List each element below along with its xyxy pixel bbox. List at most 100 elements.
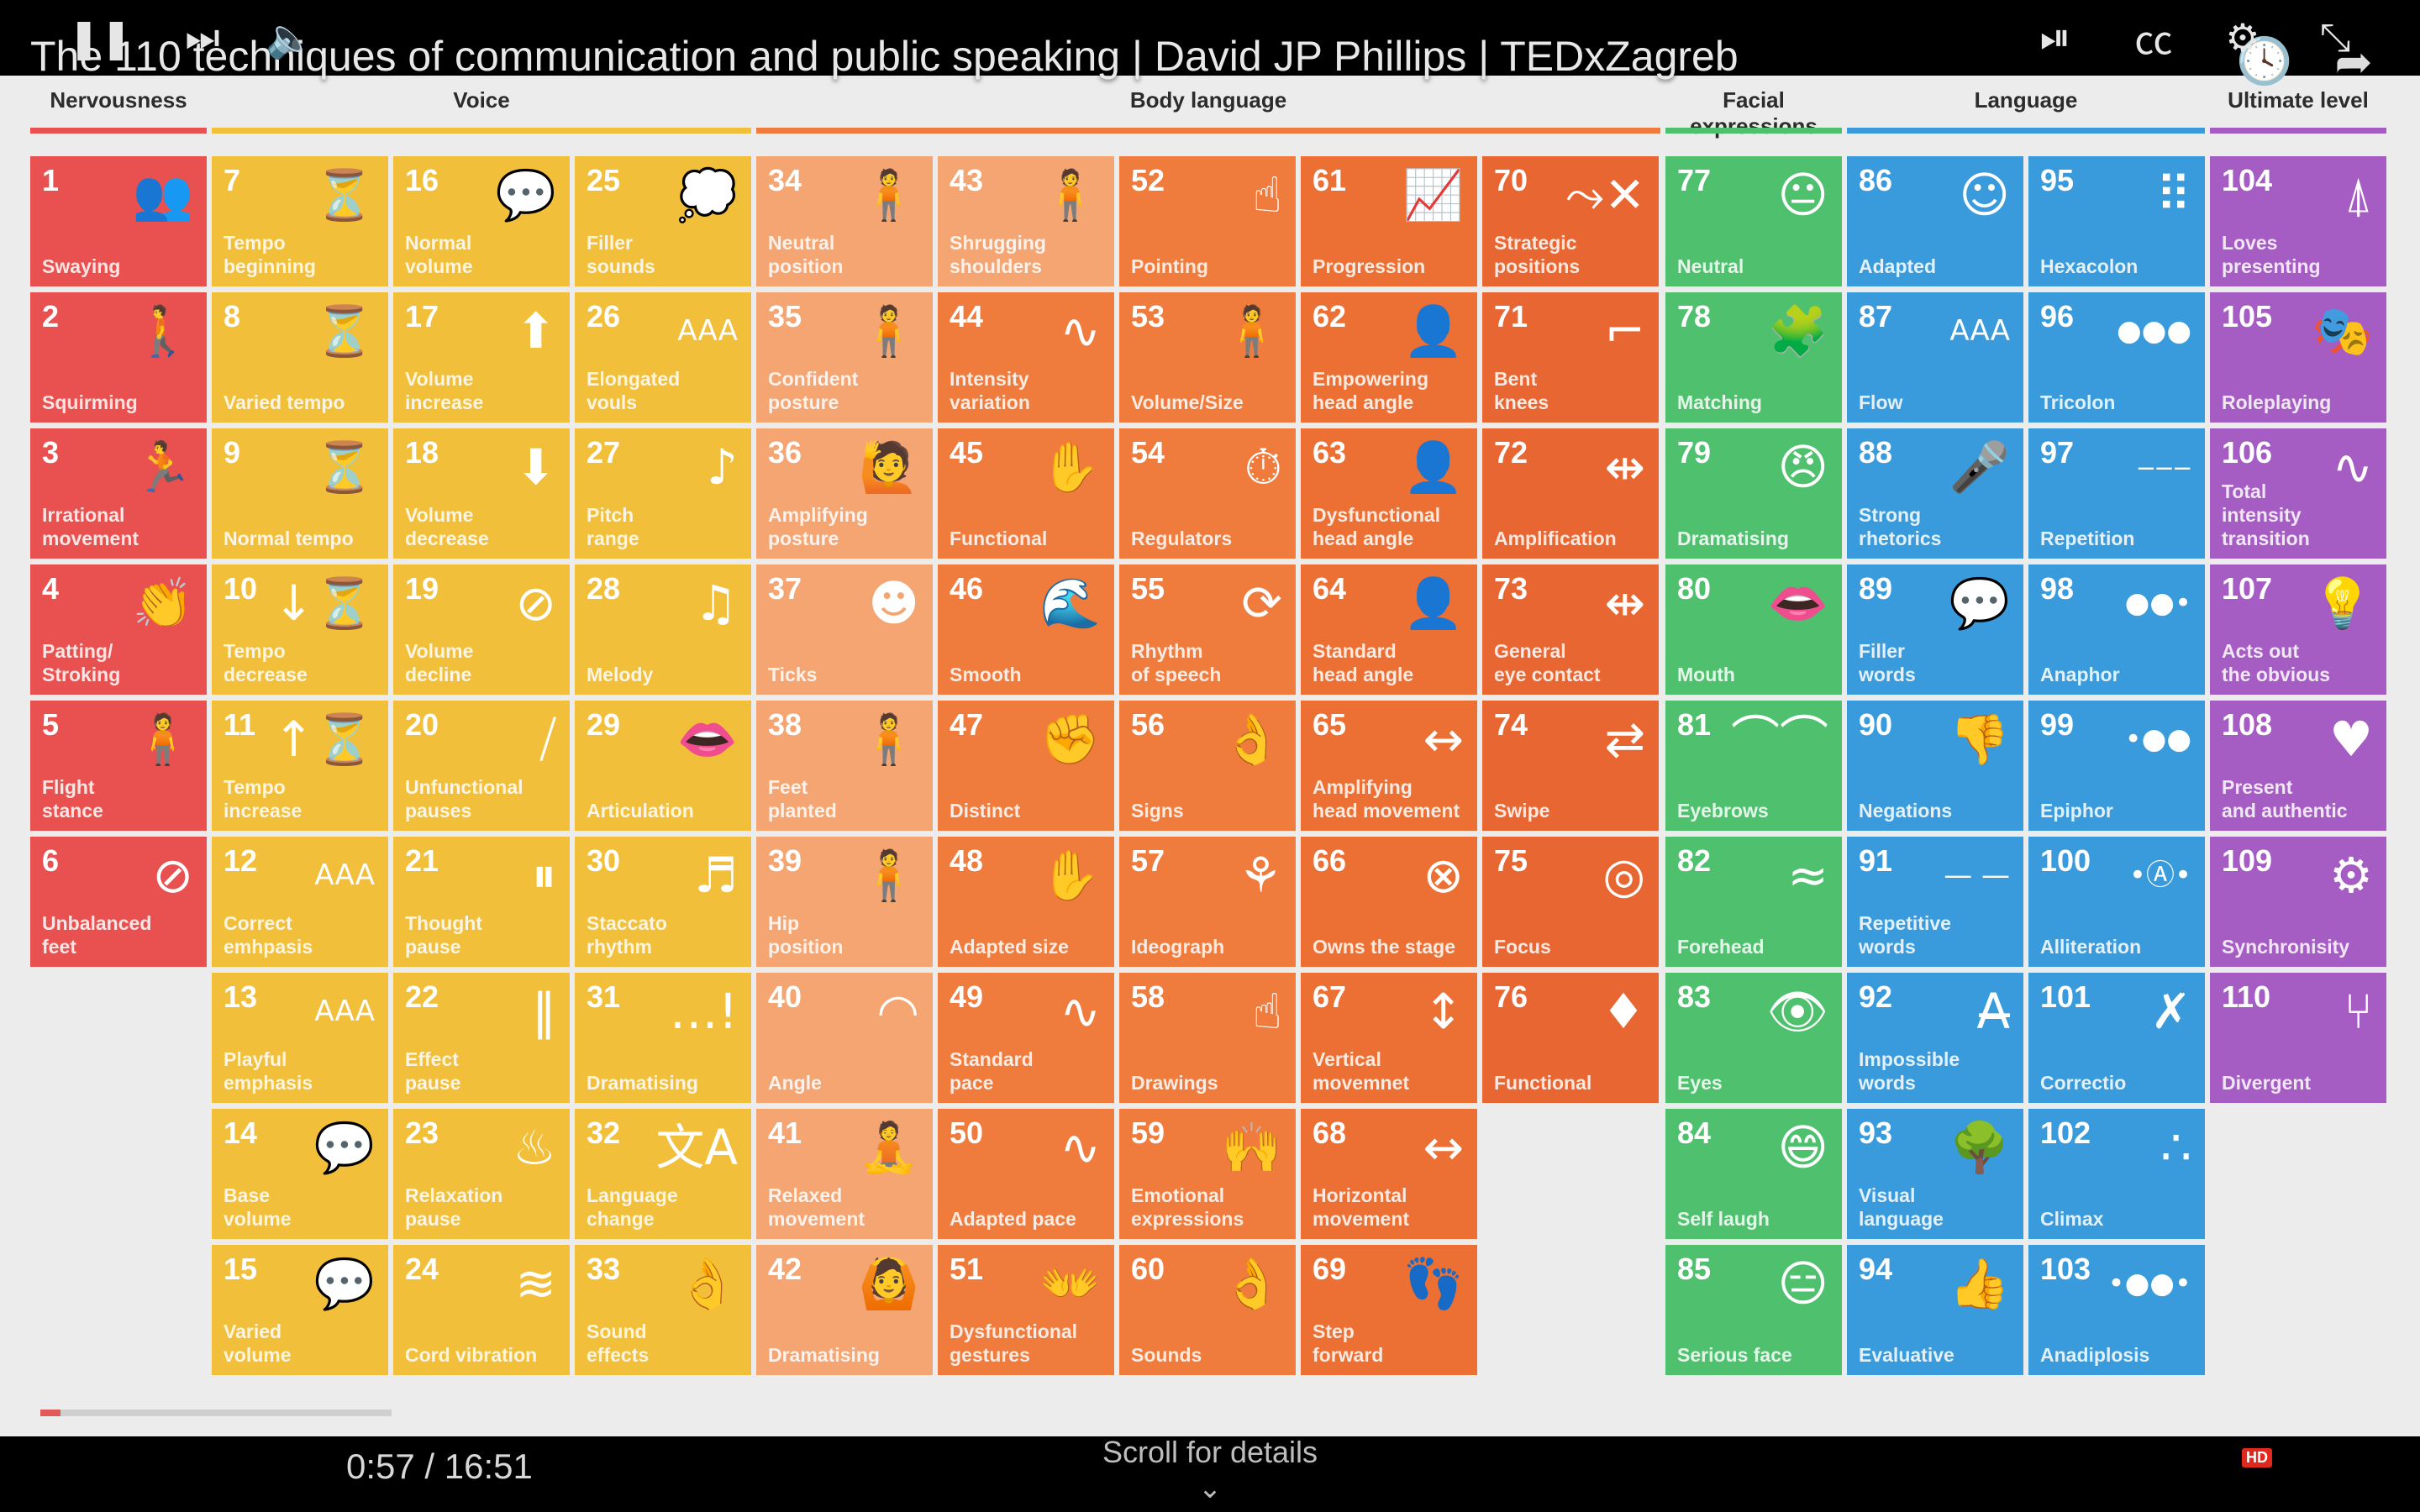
moving-person-icon: 🏃: [132, 438, 193, 496]
technique-number: 74: [1494, 707, 1528, 742]
technique-tile: 109 ⚙ Synchronisity: [2210, 837, 2386, 967]
technique-number: 90: [1859, 707, 1893, 742]
technique-number: 14: [224, 1116, 258, 1150]
technique-label: Focus: [1494, 936, 1551, 958]
technique-tile: 29 👄 Articulation: [575, 701, 751, 831]
technique-tile: 33 👌 Sound effects: [575, 1245, 751, 1375]
watch-later-icon[interactable]: 🕓: [2236, 34, 2293, 87]
chevron-down-icon[interactable]: ⌄: [1197, 1472, 1223, 1505]
technique-tile: 46 🌊 Smooth: [938, 564, 1114, 695]
technique-tile: 22 ‖ Effect pause: [393, 973, 570, 1103]
technique-tile: 12 AAA Correct emhpasis: [212, 837, 388, 967]
thumbs-up-icon: 👍: [1949, 1255, 2010, 1312]
subtitles-icon[interactable]: ㏄: [2134, 18, 2173, 63]
technique-tile: 16 💬 Normal volume: [393, 156, 570, 286]
music-staff-icon: ♪: [706, 438, 738, 496]
technique-tile: 84 😄 Self laugh: [1665, 1109, 1842, 1239]
technique-label: Acts out the obvious: [2222, 640, 2331, 685]
technique-tile: 104 ⍋ Loves presenting: [2210, 156, 2386, 286]
technique-tile: 38 🧍 Feet planted: [756, 701, 933, 831]
progress-fill: [40, 1410, 60, 1416]
horizontal-arrow-icon: ↔: [1423, 1119, 1464, 1176]
pause-icon[interactable]: ❚❚: [67, 15, 133, 60]
technique-tile: 69 👣 Step forward: [1301, 1245, 1477, 1375]
technique-tile: 43 🧍 Shrugging shoulders: [938, 156, 1114, 286]
technique-tile: 106 ∿ Total intensity transition: [2210, 428, 2386, 559]
music-note-icon: ♫: [694, 575, 738, 632]
lips-icon: 👄: [1767, 575, 1828, 632]
lightbulb-head-icon: 💡: [2312, 575, 2373, 632]
technique-tile: 80 👄 Mouth: [1665, 564, 1842, 695]
technique-number: 27: [587, 435, 621, 470]
technique-label: Varied tempo: [224, 391, 345, 413]
heart-icon: ♥: [2329, 711, 2373, 768]
technique-label: Sounds: [1131, 1344, 1202, 1366]
technique-number: 53: [1131, 299, 1165, 333]
autoplay-toggle-icon[interactable]: ⏯: [2039, 14, 2071, 60]
technique-number: 94: [1859, 1252, 1893, 1286]
technique-label: Mouth: [1677, 664, 1735, 685]
technique-number: 93: [1859, 1116, 1893, 1150]
technique-tile: 25 💭 Filler sounds: [575, 156, 751, 286]
technique-label: Neutral: [1677, 255, 1744, 277]
technique-label: Emotional expressions: [1131, 1184, 1244, 1230]
technique-number: 8: [224, 299, 241, 333]
metronome-icon: ⏳: [313, 438, 375, 496]
technique-number: 103: [2040, 1252, 2091, 1286]
target-icon: ◎: [1602, 847, 1645, 904]
speech-head-icon: 💬: [313, 1119, 375, 1176]
category-underline: [30, 128, 207, 134]
technique-number: 56: [1131, 707, 1165, 742]
technique-label: Epiphor: [2040, 800, 2113, 822]
technique-number: 20: [405, 707, 439, 742]
technique-number: 12: [224, 843, 258, 878]
technique-tile: 77 😐 Neutral: [1665, 156, 1842, 286]
technique-tile: 27 ♪ Pitch range: [575, 428, 751, 559]
technique-number: 59: [1131, 1116, 1165, 1150]
volume-icon[interactable]: 🔈: [266, 14, 314, 60]
technique-number: 31: [587, 979, 621, 1014]
progress-bar[interactable]: [40, 1410, 392, 1416]
technique-label: General eye contact: [1494, 640, 1601, 685]
standing-person-icon: 🧍: [858, 711, 919, 768]
next-icon[interactable]: ⏭: [185, 14, 220, 60]
technique-number: 50: [950, 1116, 984, 1150]
technique-label: Empowering head angle: [1313, 368, 1429, 413]
share-icon[interactable]: ➦: [2334, 34, 2373, 88]
technique-number: 9: [224, 435, 241, 470]
technique-number: 19: [405, 571, 439, 606]
technique-number: 37: [768, 571, 802, 606]
technique-number: 109: [2222, 843, 2273, 878]
technique-tile: 78 🧩 Matching: [1665, 292, 1842, 423]
ok-hand-icon: 👌: [1221, 711, 1282, 768]
scroll-hint[interactable]: Scroll for details: [1102, 1435, 1318, 1469]
technique-number: 38: [768, 707, 802, 742]
technique-number: 67: [1313, 979, 1347, 1014]
settings-icon[interactable]: ⚙: [2225, 15, 2260, 60]
head-profile-icon: 👤: [1402, 438, 1464, 496]
podium-icon: 🎤: [1949, 438, 2010, 496]
technique-number: 71: [1494, 299, 1528, 333]
slide-table: Nervousness Voice Body language Facial expr…: [0, 76, 2420, 1436]
technique-label: Varied volume: [224, 1320, 292, 1366]
technique-tile: 37 ☻ Ticks: [756, 564, 933, 695]
technique-label: Synchronisity: [2222, 936, 2350, 958]
video-title[interactable]: The 110 techniques of communication and …: [30, 33, 1739, 80]
category-label: Ultimate level: [2228, 87, 2369, 113]
technique-tile: 30 ♬ Staccato rhythm: [575, 837, 751, 967]
technique-number: 87: [1859, 299, 1893, 333]
technique-number: 6: [42, 843, 60, 878]
technique-label: Adapted size: [950, 936, 1069, 958]
technique-tile: 71 ⌐ Bent knees: [1482, 292, 1659, 423]
technique-tile: 62 👤 Empowering head angle: [1301, 292, 1477, 423]
technique-label: Alliteration: [2040, 936, 2142, 958]
exit-fullscreen-icon[interactable]: ⤡: [2319, 14, 2351, 60]
technique-number: 108: [2222, 707, 2273, 742]
technique-number: 32: [587, 1116, 621, 1150]
face-tick-icon: ☻: [868, 575, 919, 632]
waveform-icon: ∿: [1060, 983, 1101, 1040]
technique-number: 47: [950, 707, 984, 742]
technique-number: 88: [1859, 435, 1893, 470]
technique-label: Effect pause: [405, 1048, 461, 1094]
